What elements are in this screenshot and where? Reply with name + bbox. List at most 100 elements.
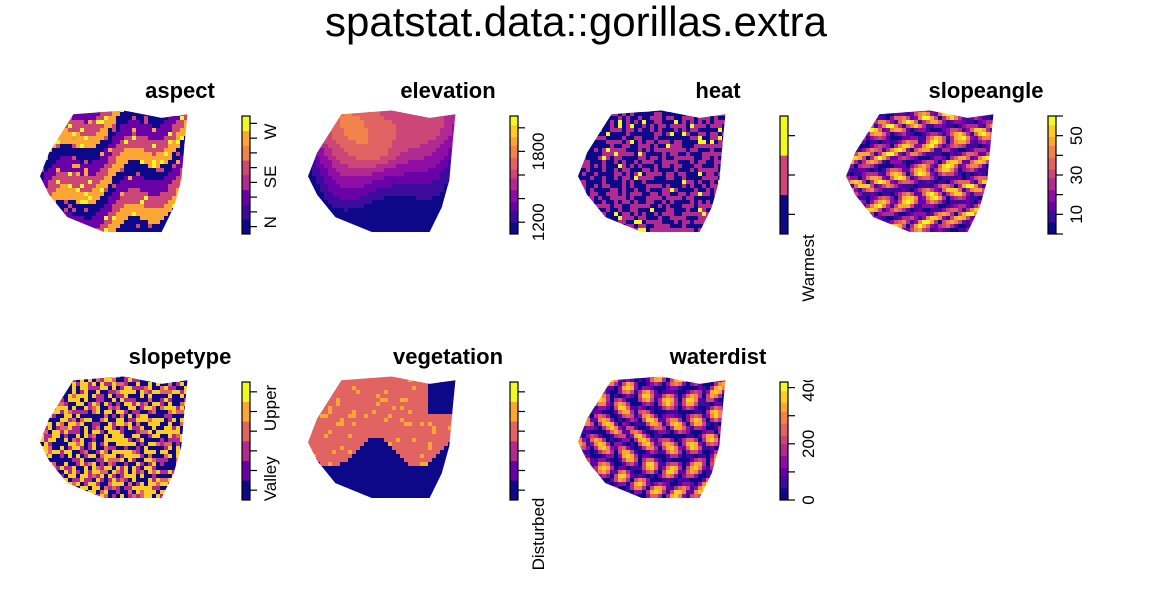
- legend-swatch: [510, 207, 518, 210]
- legend-swatch: [510, 131, 518, 134]
- legend-swatch: [510, 402, 518, 422]
- legend-swatch: [510, 178, 518, 181]
- legend-swatch: [510, 213, 518, 216]
- legend-swatch: [780, 453, 788, 456]
- legend-swatch: [780, 426, 788, 429]
- legend-swatch: [242, 190, 250, 205]
- legend-swatch: [510, 137, 518, 140]
- legend-swatch: [510, 119, 518, 122]
- legend-tick-label: Valley: [261, 456, 280, 502]
- legend-swatch: [510, 172, 518, 175]
- legend-swatch: [1048, 193, 1056, 196]
- legend-tick-label: Upper: [261, 384, 280, 431]
- panel-title-heat: heat: [627, 78, 809, 104]
- legend-tick-label: W: [261, 124, 280, 140]
- legend-swatch: [1048, 131, 1056, 134]
- legend-swatch: [780, 447, 788, 450]
- legend-swatch: [1048, 184, 1056, 187]
- legend-swatch: [1048, 163, 1056, 166]
- legend-swatch: [510, 219, 518, 222]
- legend-swatch: [1048, 196, 1056, 199]
- legend-swatch: [510, 163, 518, 166]
- legend-swatch: [1048, 151, 1056, 154]
- legend-swatch: [780, 429, 788, 432]
- legend-tick-label: 50: [1067, 126, 1086, 145]
- legend-swatch: [1048, 199, 1056, 202]
- legend-swatch: [780, 456, 788, 459]
- legend-swatch: [242, 131, 250, 146]
- legend-swatch: [510, 151, 518, 154]
- legend-swatch: [510, 222, 518, 225]
- legend-swatch: [510, 210, 518, 213]
- legend-swatch: [1048, 178, 1056, 181]
- legend-tick-label: SE: [261, 166, 280, 189]
- legend-swatch: [780, 473, 788, 476]
- legend-swatch: [1048, 169, 1056, 172]
- legend-swatch: [510, 166, 518, 169]
- legend-swatch: [242, 441, 250, 461]
- legend-swatch: [510, 421, 518, 441]
- legend-swatch: [780, 479, 788, 482]
- legend-swatch: [1048, 225, 1056, 228]
- legend-swatch: [510, 382, 518, 402]
- raster-map-slopetype: [40, 374, 192, 498]
- legend-swatch: [780, 403, 788, 406]
- legend-swatch: [242, 402, 250, 422]
- legend-swatch: [780, 471, 788, 474]
- legend-swatch: [510, 169, 518, 172]
- legend-swatch: [780, 406, 788, 409]
- legend-swatch: [1048, 190, 1056, 193]
- raster-map-slopeangle: [846, 108, 998, 232]
- legend-swatch: [510, 480, 518, 500]
- legend-swatch: [780, 409, 788, 412]
- legend-swatch: [1048, 228, 1056, 231]
- legend-swatch: [780, 414, 788, 417]
- legend-swatch: [510, 202, 518, 205]
- legend-swatch: [1048, 125, 1056, 128]
- legend-swatch: [1048, 222, 1056, 225]
- legend-swatch: [510, 134, 518, 137]
- legend-swatch: [510, 128, 518, 131]
- legend-swatch: [780, 435, 788, 438]
- legend-swatch: [780, 116, 788, 156]
- legend-swatch: [780, 394, 788, 397]
- panel-title-vegetation: vegetation: [357, 344, 539, 370]
- legend-swatch: [510, 154, 518, 157]
- legend-swatch: [1048, 122, 1056, 125]
- legend-swatch: [780, 388, 788, 391]
- panel-title-elevation: elevation: [357, 78, 539, 104]
- legend-swatch: [510, 122, 518, 125]
- legend-swatch: [780, 417, 788, 420]
- legend-swatch: [780, 444, 788, 447]
- legend-swatch: [242, 116, 250, 131]
- legend-swatch: [1048, 210, 1056, 213]
- legend-swatch: [780, 385, 788, 388]
- legend-swatch: [780, 432, 788, 435]
- legend-swatch: [780, 465, 788, 468]
- raster-cells: [846, 108, 998, 232]
- legend-tick-label: N: [261, 216, 280, 228]
- panel-title-waterdist: waterdist: [627, 344, 809, 370]
- legend-swatch: [242, 160, 250, 175]
- legend-tick-label: 30: [1067, 166, 1086, 185]
- legend-swatch: [510, 148, 518, 151]
- legend-swatch: [1048, 154, 1056, 157]
- legend-swatch: [510, 205, 518, 208]
- legend-swatch: [1048, 216, 1056, 219]
- legend-ribbon-slopetype: Valley Upper: [240, 380, 300, 580]
- legend-swatch: [780, 412, 788, 415]
- legend-swatch: [510, 140, 518, 143]
- legend-swatch: [1048, 175, 1056, 178]
- legend-tick-label: 0: [799, 495, 818, 504]
- legend-swatch: [510, 199, 518, 202]
- legend-swatch: [780, 423, 788, 426]
- legend-swatch: [1048, 172, 1056, 175]
- legend-swatch: [242, 175, 250, 190]
- legend-swatch: [242, 382, 250, 402]
- legend-swatch: [1048, 128, 1056, 131]
- legend-swatch: [780, 459, 788, 462]
